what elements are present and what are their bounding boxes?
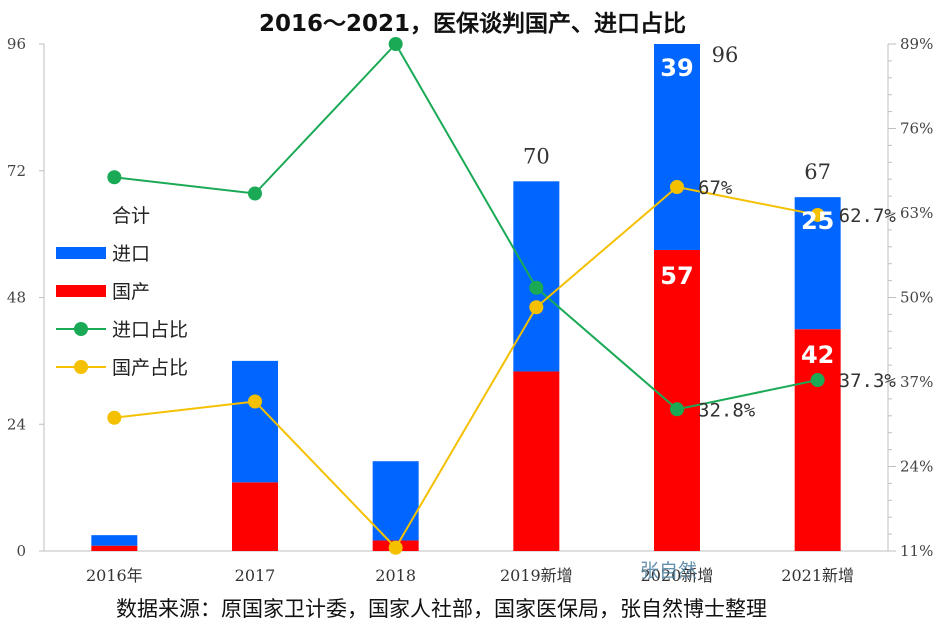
source-note: 数据来源：原国家卫计委，国家人社部，国家医保局，张自然博士整理	[116, 597, 767, 621]
bar-value-label: 57	[660, 262, 693, 290]
line-import-share	[114, 42, 818, 411]
lines	[107, 37, 825, 555]
bar-import	[232, 360, 278, 483]
line-point	[388, 540, 403, 555]
legend-label: 进口占比	[112, 319, 188, 341]
bar-domestic	[91, 545, 138, 551]
line-point	[529, 280, 544, 295]
bar-domestic	[654, 249, 700, 551]
legend-label: 国产占比	[112, 357, 188, 379]
right-tick-label: 37%	[900, 373, 933, 391]
category-label: 2019新增	[500, 566, 573, 585]
line-domestic-share	[114, 185, 818, 550]
legend-label: 进口	[112, 243, 150, 265]
bar-value-label: 39	[660, 54, 693, 82]
line-point	[107, 410, 122, 425]
bar-domestic	[232, 482, 278, 551]
axes: 0 24 48 72 96 11% 24% 37% 50% 63% 76% 89% 2016年 2017 2…	[7, 35, 933, 585]
legend-label: 合计	[112, 205, 150, 227]
right-tick-label: 50%	[900, 289, 933, 307]
bar-import	[513, 181, 560, 372]
left-tick-label: 48	[7, 289, 26, 307]
chart-title: 2016～2021，医保谈判国产、进口占比	[258, 11, 687, 37]
right-tick-label: 76%	[900, 120, 933, 138]
right-tick-label: 89%	[900, 35, 933, 53]
total-label: 96	[712, 43, 739, 67]
bars	[91, 44, 841, 551]
legend-swatch	[56, 285, 106, 297]
bar-value-label: 25	[801, 207, 834, 235]
bar-domestic	[794, 329, 841, 551]
legend-label: 国产	[112, 281, 150, 303]
bar-value-label: 42	[801, 341, 834, 369]
category-label: 2017	[235, 566, 276, 585]
right-tick-label: 24%	[900, 458, 933, 476]
line-point	[388, 37, 403, 51]
line-point	[810, 373, 825, 388]
right-tick-label: 11%	[900, 542, 933, 560]
bar-import	[372, 461, 419, 541]
total-label: 70	[523, 144, 550, 168]
line-value-label: 32.8%	[698, 399, 756, 421]
line-point	[248, 186, 262, 201]
line-point	[670, 180, 684, 194]
legend-swatch	[74, 322, 88, 336]
left-tick-label: 96	[7, 35, 26, 53]
line-point	[529, 300, 544, 315]
right-tick-label: 63%	[900, 204, 933, 222]
left-tick-label: 0	[16, 542, 26, 560]
category-label: 2016年	[86, 566, 143, 585]
bar-import	[654, 44, 700, 250]
left-tick-label: 72	[7, 162, 26, 180]
category-label: 2020新增	[641, 566, 714, 585]
line-point	[810, 207, 825, 222]
line-point	[248, 394, 262, 409]
line-value-label: 62.7%	[839, 205, 897, 227]
category-label: 2021新增	[781, 566, 854, 585]
category-label: 2018	[375, 566, 416, 585]
bar-import	[91, 535, 138, 546]
line-value-label: 37.3%	[839, 370, 897, 392]
labels: 70 57 39 96 42 25 67 32.8% 37.3% 67% 62.7%	[523, 43, 896, 421]
watermark: 张自然	[640, 560, 698, 582]
bar-domestic	[513, 371, 560, 551]
legend-swatch	[56, 247, 106, 259]
line-point	[107, 170, 122, 185]
total-label: 67	[804, 160, 831, 184]
line-point	[670, 402, 684, 417]
line-value-label: 67%	[698, 177, 733, 199]
left-tick-label: 24	[7, 415, 26, 433]
legend-swatch	[74, 360, 88, 374]
